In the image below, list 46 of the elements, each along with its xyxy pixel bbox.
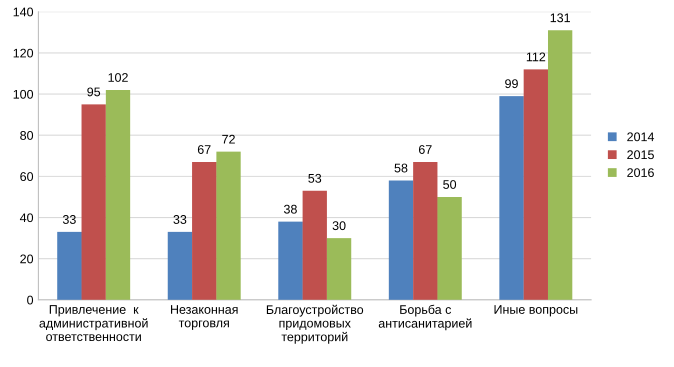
bar — [168, 232, 192, 300]
legend-label: 2015 — [627, 150, 654, 160]
y-tick-label: 60 — [20, 172, 34, 182]
data-label: 99 — [505, 79, 518, 88]
bar — [57, 232, 82, 300]
data-label: 95 — [87, 87, 100, 96]
bar — [499, 96, 524, 300]
x-tick-label: Незаконная торговля — [171, 305, 238, 330]
data-label: 67 — [198, 145, 211, 154]
y-tick-label: 120 — [14, 48, 34, 58]
data-label: 58 — [394, 164, 408, 172]
bar — [106, 90, 130, 300]
data-label: 30 — [332, 221, 346, 230]
y-tick-label: 100 — [14, 90, 34, 99]
data-label: 33 — [62, 215, 76, 224]
legend-label: 2014 — [627, 132, 654, 142]
bar — [302, 190, 327, 300]
x-tick-label: Борьба с антисанитарией — [378, 304, 472, 330]
data-label: 112 — [526, 52, 546, 62]
y-tick-label: 80 — [20, 131, 34, 140]
bar — [192, 162, 216, 300]
data-label: 53 — [308, 174, 322, 183]
bar — [82, 104, 106, 300]
data-label: 50 — [443, 180, 456, 189]
bar — [413, 162, 438, 300]
data-label: 38 — [284, 204, 297, 214]
y-tick-label: 20 — [20, 254, 34, 264]
x-tick-label: Иные вопросы — [494, 305, 578, 316]
bar — [216, 152, 241, 300]
x-tick-label: Привлечение к административной ответственности — [39, 305, 148, 342]
data-label: 67 — [418, 145, 432, 154]
bar — [388, 180, 414, 300]
y-tick-label: 140 — [14, 8, 34, 16]
bar — [278, 222, 303, 300]
bar — [326, 238, 352, 300]
data-label: 33 — [173, 215, 186, 224]
y-tick-label: 0 — [27, 296, 34, 304]
legend-label: 2016 — [627, 168, 654, 178]
data-label: 72 — [222, 134, 235, 144]
bar — [437, 196, 462, 300]
bar — [524, 69, 548, 300]
bar — [548, 30, 572, 300]
x-tick-label: Благоустройство придомовых территорий — [266, 304, 364, 344]
y-tick-label: 40 — [20, 213, 34, 222]
data-label: 131 — [550, 13, 570, 22]
data-label: 102 — [108, 73, 128, 82]
